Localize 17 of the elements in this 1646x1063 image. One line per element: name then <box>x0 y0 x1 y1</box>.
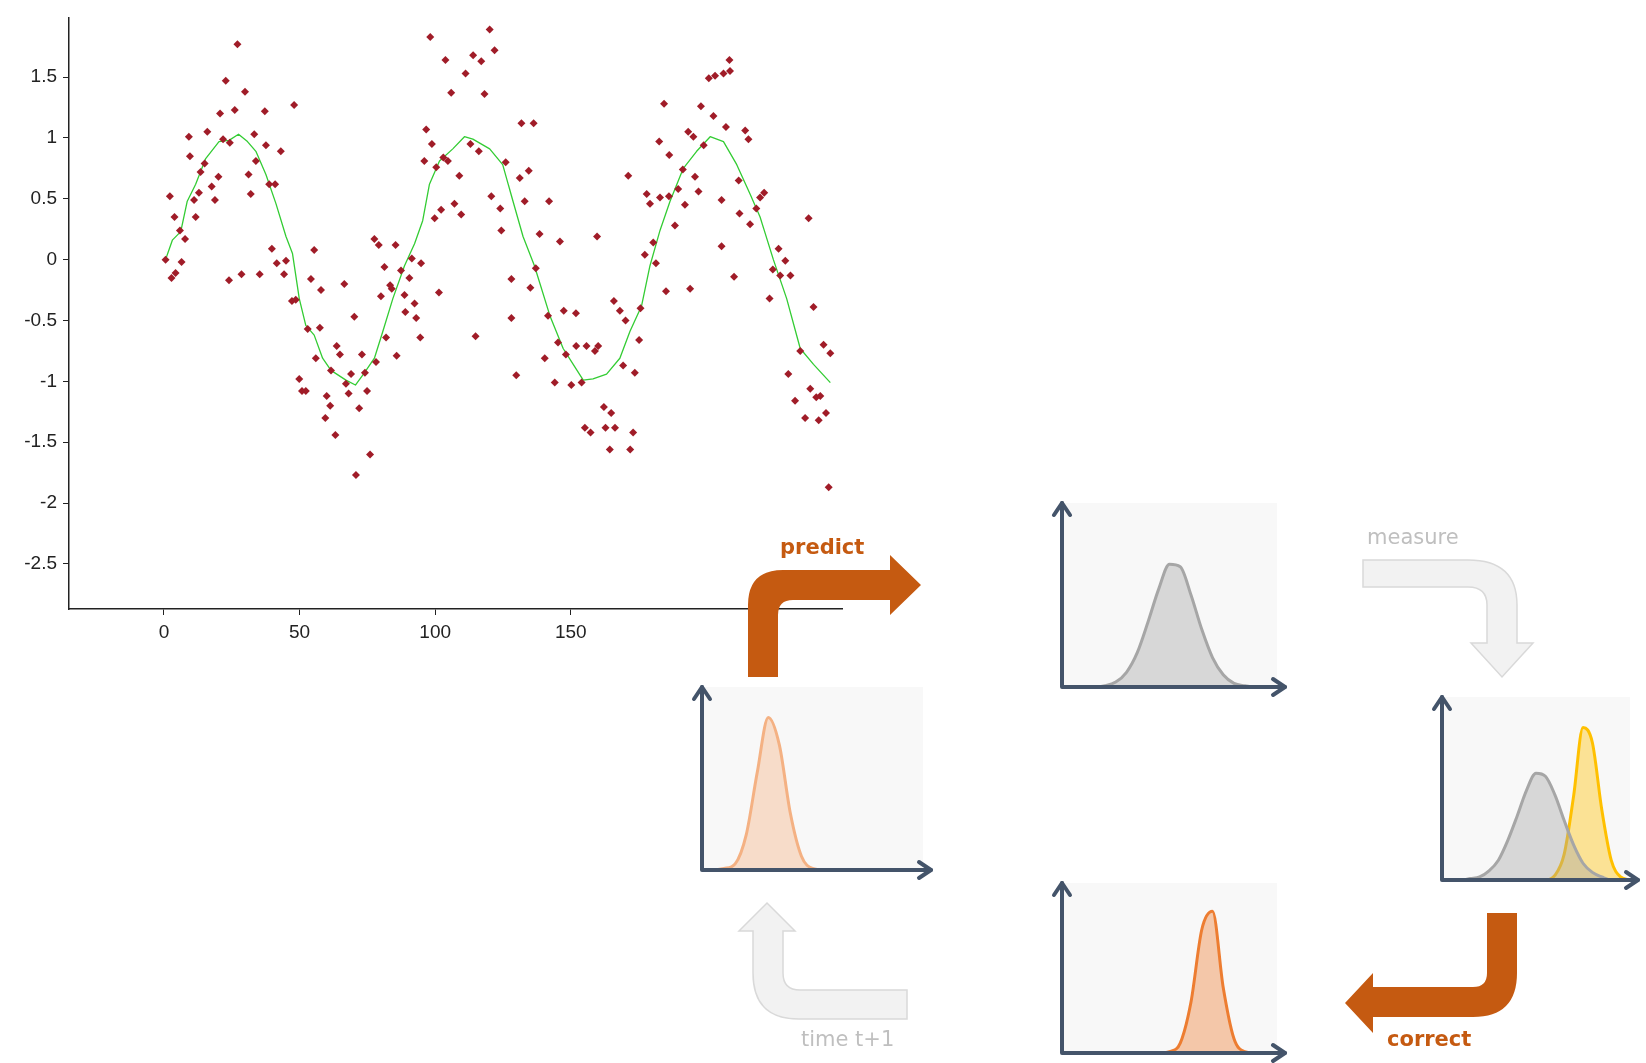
y-tick-label: -0.5 <box>24 308 57 330</box>
y-tick-label: -1 <box>40 369 57 391</box>
y-tick-label: -2.5 <box>24 552 57 574</box>
x-tick-label: 150 <box>554 620 587 642</box>
y-tick-label: 0 <box>46 247 57 269</box>
y-tick-label: 1.5 <box>30 65 57 87</box>
y-tick-label: 0.5 <box>30 187 57 209</box>
text: time t+1 <box>801 1027 895 1051</box>
y-tick-label: -1.5 <box>24 430 57 452</box>
text: measure <box>1367 525 1459 549</box>
y-tick-label: -2 <box>40 491 57 513</box>
annotation: predict <box>780 535 865 559</box>
y-tick-label: 1 <box>46 126 57 148</box>
x-tick-label: 50 <box>288 620 311 642</box>
x-tick-label: 0 <box>158 620 170 642</box>
x-tick-label: 100 <box>419 620 452 642</box>
text: correct <box>1387 1027 1472 1051</box>
